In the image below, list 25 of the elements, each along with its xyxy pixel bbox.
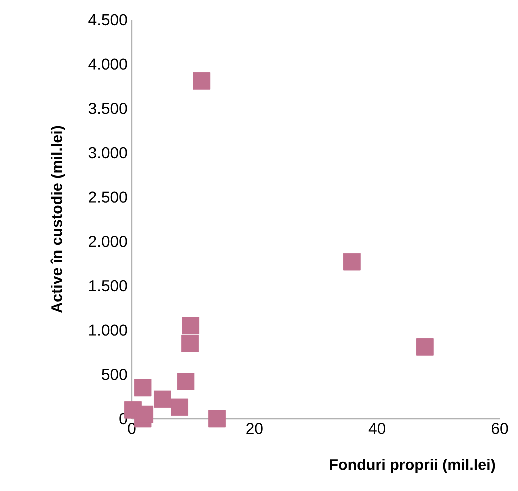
y-tick-label: 2.000 bbox=[89, 236, 128, 248]
point bbox=[416, 338, 434, 356]
y-tick-label: 4.000 bbox=[88, 58, 128, 70]
point bbox=[177, 373, 195, 390]
point bbox=[134, 379, 152, 397]
point bbox=[193, 72, 211, 90]
point bbox=[208, 410, 226, 428]
y-tick-label: 1.500 bbox=[89, 280, 128, 292]
point bbox=[182, 317, 200, 335]
point bbox=[154, 390, 172, 408]
y-tick-label: 2.500 bbox=[89, 192, 128, 203]
x-tick-label: 60 bbox=[492, 423, 508, 434]
x-tick-label: 40 bbox=[368, 423, 386, 434]
y-axis-title: Active în custodie (mil.lei) bbox=[50, 126, 66, 314]
y-tick-label: 3.500 bbox=[88, 103, 128, 114]
point bbox=[344, 253, 361, 271]
y-tick-label: 500 bbox=[102, 369, 128, 380]
x-tick-label: 0 bbox=[128, 423, 136, 434]
x-axis-title: Fonduri proprii (mil.lei) bbox=[330, 459, 496, 474]
y-tick-label: 3.000 bbox=[88, 147, 128, 159]
point bbox=[171, 398, 189, 416]
point bbox=[182, 334, 199, 352]
y-tick-label: 4.500 bbox=[88, 14, 128, 26]
x-tick-label: 20 bbox=[246, 423, 263, 434]
y-tick-label: 1.000 bbox=[89, 324, 128, 336]
